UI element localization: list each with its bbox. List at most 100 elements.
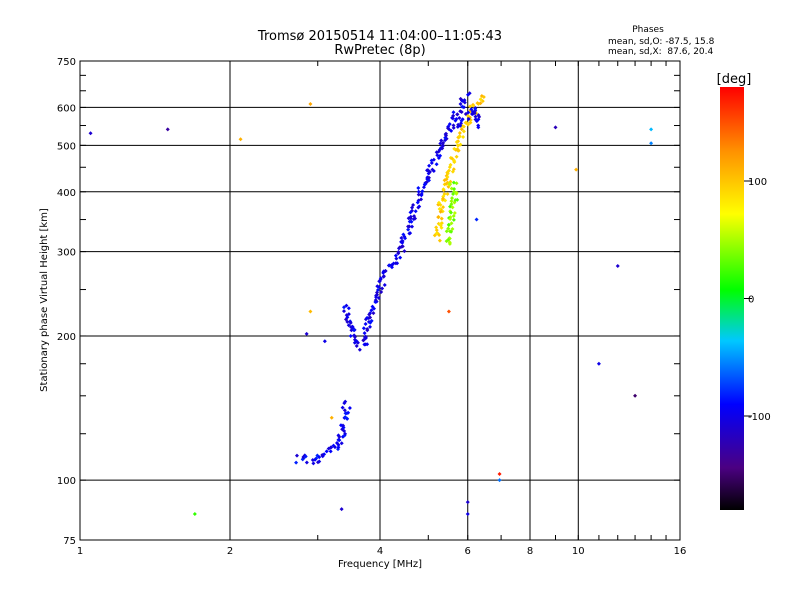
data-point: [436, 215, 441, 220]
data-point: [329, 415, 334, 420]
data-point: [451, 191, 456, 196]
data-point: [393, 261, 398, 266]
data-point: [407, 231, 412, 236]
data-point: [348, 320, 353, 325]
data-point: [447, 240, 452, 245]
data-point: [444, 239, 449, 244]
data-point: [88, 131, 93, 136]
data-point: [451, 123, 456, 128]
data-point: [474, 217, 479, 222]
data-point: [371, 311, 376, 316]
data-point: [320, 452, 325, 457]
data-point: [455, 148, 460, 153]
data-point: [347, 405, 352, 410]
data-point: [462, 100, 467, 105]
data-point: [446, 168, 451, 173]
data-point: [303, 454, 308, 459]
data-point: [497, 472, 502, 477]
data-point: [446, 226, 451, 231]
y-tick-label: 600: [57, 103, 76, 114]
data-point: [393, 253, 398, 258]
data-point: [453, 198, 458, 203]
data-point: [439, 138, 444, 143]
y-axis-label: Stationary phase Virtual Height [km]: [39, 208, 50, 392]
data-point: [346, 323, 351, 328]
data-point: [456, 122, 461, 127]
data-points: [88, 91, 654, 516]
data-point: [449, 186, 454, 191]
data-point: [192, 511, 197, 516]
data-point: [406, 224, 411, 229]
y-tick-label: 750: [57, 57, 76, 68]
y-tick-label: 100: [57, 476, 76, 487]
data-point: [328, 449, 333, 454]
data-point: [553, 125, 558, 130]
phases-heading: Phases: [632, 25, 664, 35]
data-point: [437, 238, 442, 243]
data-point: [417, 204, 422, 209]
x-axis-ticks: 1 2 4 6 8 10 16: [77, 61, 686, 557]
data-point: [452, 146, 457, 151]
data-point: [457, 130, 462, 135]
data-point: [454, 181, 459, 186]
data-point: [451, 125, 456, 130]
data-point: [408, 214, 413, 219]
data-point: [354, 344, 359, 349]
data-point: [348, 334, 353, 339]
data-point: [434, 231, 439, 236]
data-point: [329, 445, 334, 450]
data-point: [466, 116, 471, 121]
data-point: [476, 117, 481, 122]
data-point: [434, 162, 439, 167]
data-point: [406, 227, 411, 232]
data-point: [447, 122, 452, 127]
data-point: [468, 120, 473, 125]
data-point: [361, 338, 366, 343]
data-point: [455, 112, 460, 117]
data-point: [450, 156, 455, 161]
data-point: [472, 111, 477, 116]
data-point: [466, 122, 471, 127]
colorbar-tick-label: 0: [748, 295, 754, 306]
data-point: [439, 216, 444, 221]
data-point: [461, 134, 466, 139]
data-point: [466, 113, 471, 118]
data-point: [343, 415, 348, 420]
data-point: [389, 263, 394, 268]
data-point: [458, 142, 463, 147]
data-point: [238, 137, 243, 142]
data-point: [375, 284, 380, 289]
data-point: [317, 459, 322, 464]
data-point: [459, 118, 464, 123]
data-point: [413, 209, 418, 214]
data-point: [372, 306, 377, 311]
data-point: [476, 123, 481, 128]
data-point: [649, 141, 654, 146]
data-point: [322, 339, 327, 344]
data-point: [451, 167, 456, 172]
colorbar-ticks: 100 0 -100: [744, 177, 771, 423]
data-point: [452, 211, 457, 216]
data-point: [449, 229, 454, 234]
data-point: [343, 411, 348, 416]
data-point: [341, 309, 346, 314]
y-axis-ticks: 75 100 200 300 400 500 600 750: [57, 57, 680, 547]
data-point: [398, 255, 403, 260]
data-point: [448, 216, 453, 221]
y-tick-label: 300: [57, 248, 76, 259]
data-point: [459, 127, 464, 132]
data-point: [458, 109, 463, 114]
data-point: [465, 511, 470, 516]
data-point: [416, 189, 421, 194]
data-point: [446, 124, 451, 129]
grid-lines: [80, 61, 680, 540]
x-tick-label: 4: [377, 546, 383, 557]
data-point: [447, 181, 452, 186]
data-point: [436, 200, 441, 205]
y-tick-label: 75: [63, 536, 76, 547]
y-tick-label: 400: [57, 188, 76, 199]
data-point: [444, 229, 449, 234]
data-point: [633, 393, 638, 398]
data-point: [596, 361, 601, 366]
